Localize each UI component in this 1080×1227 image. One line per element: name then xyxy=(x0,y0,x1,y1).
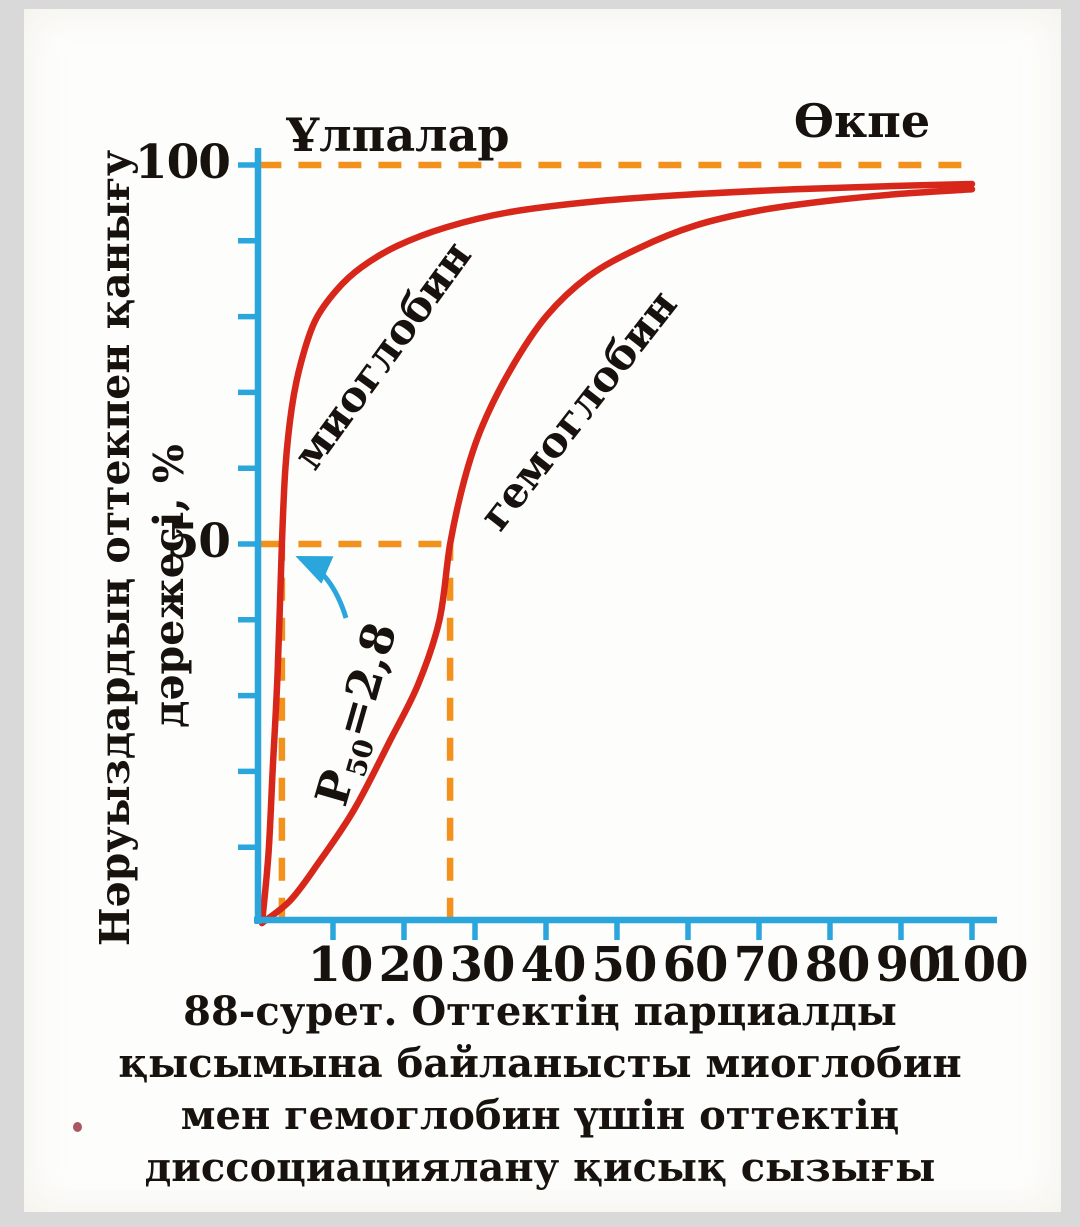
y-axis-title-line1: Нәруыздардың оттекпен қанығу xyxy=(91,149,139,947)
caption-line: 88-сурет. Оттектің парциалды xyxy=(183,988,897,1035)
label-lungs: Өкпе xyxy=(793,94,931,148)
p50-pointer-arrow-icon xyxy=(295,555,349,619)
curve-hemoglobin xyxy=(258,186,976,927)
x-tick-label: 100 xyxy=(930,937,1028,993)
caption-line: мен гемоглобин үшін оттектің xyxy=(180,1092,900,1139)
caption-line: диссоциациялану қисық сызығы xyxy=(144,1144,936,1191)
ink-dot xyxy=(73,1122,82,1132)
y-tick-label: 50 xyxy=(166,514,231,569)
x-tick-label: 80 xyxy=(804,937,871,993)
x-tick-label: 60 xyxy=(662,937,729,993)
x-tick-label: 70 xyxy=(733,937,800,993)
y-tick-label: 100 xyxy=(134,135,231,190)
x-tick-label: 30 xyxy=(449,937,516,993)
caption-line: қысымына байланысты миоглобин xyxy=(118,1040,962,1087)
x-tick-label: 90 xyxy=(875,937,942,993)
x-tick-label: 40 xyxy=(520,937,587,993)
figure-caption: 88-сурет. Оттектің парциалды қысымына ба… xyxy=(30,986,1050,1194)
x-tick-label: 50 xyxy=(591,937,658,993)
label-tissues: Ұлпалар xyxy=(286,108,510,162)
x-tick-label: 20 xyxy=(378,937,445,993)
curve-myoglobin xyxy=(258,180,976,927)
x-tick-label: 10 xyxy=(307,937,374,993)
y-axis-title-line2: дәрежесі, % xyxy=(145,444,193,728)
